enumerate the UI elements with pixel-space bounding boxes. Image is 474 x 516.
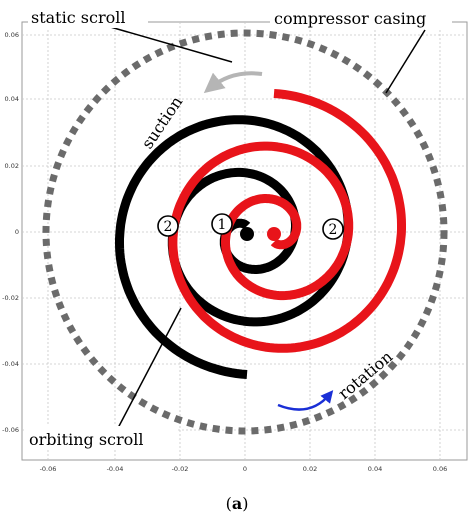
y-tick-label: 0.06	[5, 31, 19, 39]
compressor-casing-label-bg	[270, 7, 452, 29]
zone-marker-inner: 1	[211, 213, 233, 235]
y-tick-labels: 0.06 0.04 0.02 0 -0.02 -0.04 -0.06	[2, 31, 19, 434]
compressor-casing-leader	[385, 29, 426, 94]
x-tick-label: 0.04	[368, 465, 382, 473]
rotation-arrow	[277, 390, 334, 411]
static-scroll-leader	[99, 23, 233, 63]
x-tick-label: -0.06	[40, 465, 57, 473]
static-scroll-label: static scroll	[31, 8, 125, 27]
y-tick-label: -0.06	[2, 426, 19, 434]
y-tick-label: 0	[15, 228, 19, 236]
y-tick-label: 0.04	[5, 95, 19, 103]
zone-marker-outer-right: 2	[322, 218, 344, 240]
svg-text:2: 2	[164, 219, 173, 235]
compressor-casing	[42, 29, 448, 435]
svg-text:1: 1	[218, 217, 227, 233]
y-tick-label: -0.02	[2, 294, 19, 302]
orbiting-scroll-leader	[117, 307, 182, 429]
y-tick-label: -0.04	[2, 360, 19, 368]
x-tick-label: 0	[243, 465, 247, 473]
zone-marker-outer-left: 2	[157, 215, 179, 237]
orbiting-scroll-label-bg	[26, 426, 176, 450]
x-tick-label: -0.02	[172, 465, 189, 473]
x-tick-label: 0.06	[433, 465, 447, 473]
svg-text:2: 2	[329, 222, 338, 238]
x-tick-label: -0.04	[107, 465, 124, 473]
grid-lines	[22, 22, 467, 460]
static-scroll-center	[240, 227, 254, 241]
x-tick-label: 0.02	[303, 465, 317, 473]
orbiting-scroll-spiral	[168, 89, 406, 353]
figure-caption: (a)	[226, 494, 249, 513]
compressor-casing-label: compressor casing	[274, 9, 426, 28]
orbiting-scroll-center	[267, 227, 281, 241]
orbiting-scroll-label: orbiting scroll	[29, 430, 144, 449]
y-tick-label: 0.02	[5, 162, 19, 170]
x-tick-labels: -0.06 -0.04 -0.02 0 0.02 0.04 0.06	[40, 465, 448, 473]
static-scroll-label-bg	[28, 6, 148, 28]
suction-arrow	[203, 71, 263, 94]
